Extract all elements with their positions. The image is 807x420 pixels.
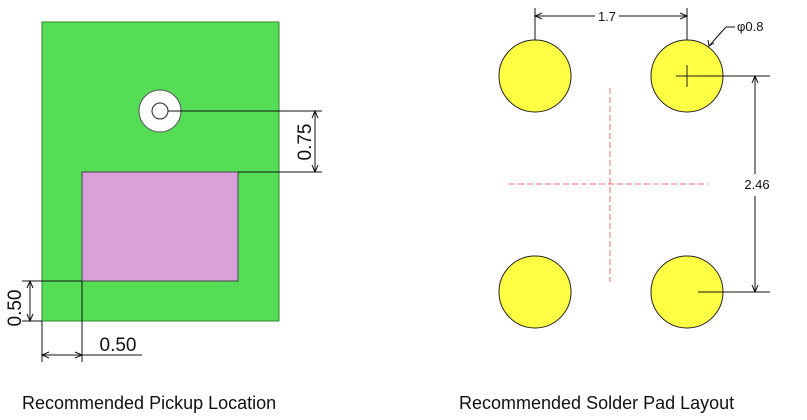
dim-diameter-label: φ0.8	[737, 19, 764, 34]
caption-pickup-location: Recommended Pickup Location	[22, 393, 277, 413]
pickup-diagram: 0.75 0.50 0.50	[5, 21, 322, 362]
component-pad	[81, 171, 239, 282]
pad-layout-diagram: 1.7 φ0.8 2.46	[498, 8, 770, 329]
solder-pad-top-left	[498, 39, 572, 113]
dim-pitch-y	[698, 74, 770, 294]
dim-pitch-x	[533, 8, 689, 40]
dim-diameter-leader	[707, 26, 735, 47]
dim-bottom-label: 0.50	[100, 335, 137, 356]
dim-pitch-x-label: 1.7	[598, 9, 616, 24]
dim-pitch-y-label: 2.46	[744, 177, 769, 192]
solder-pad-bottom-left	[498, 255, 572, 329]
pickup-point	[151, 102, 169, 120]
dim-vertical-075	[168, 109, 322, 174]
centerlines	[509, 88, 708, 282]
dim-vertical-label: 0.75	[295, 124, 316, 161]
caption-solder-pad-layout: Recommended Solder Pad Layout	[459, 393, 735, 413]
pad-center-cross	[676, 65, 698, 87]
dim-left-label: 0.50	[5, 290, 26, 327]
dim-left-050	[22, 279, 82, 323]
dim-bottom-050	[40, 281, 142, 362]
